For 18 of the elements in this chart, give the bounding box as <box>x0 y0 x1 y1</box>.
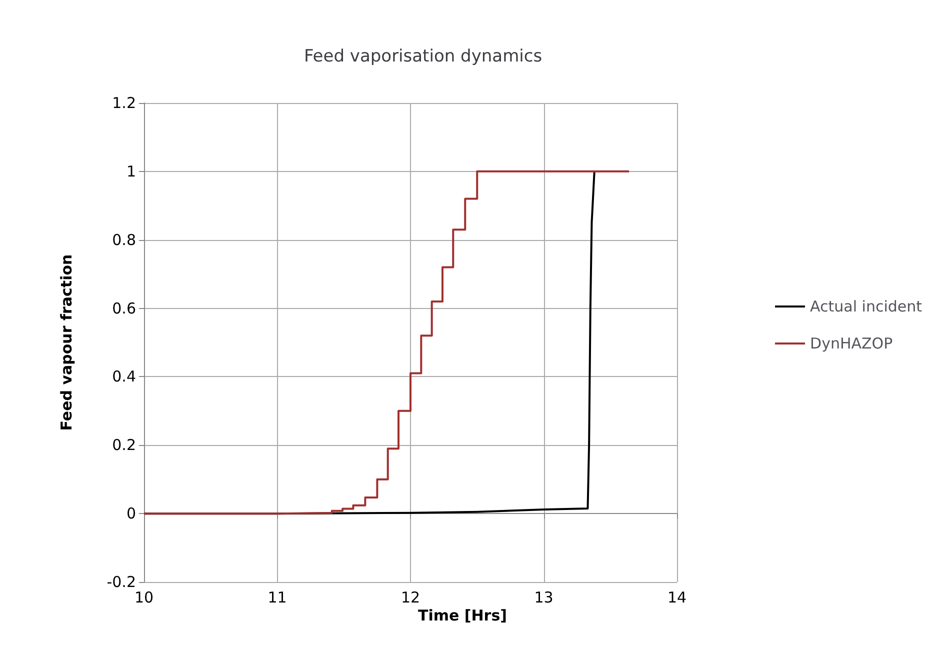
x-tick-label: 12 <box>400 588 420 606</box>
y-tick-label: 0.6 <box>112 299 136 318</box>
x-axis-title: Time [Hrs] <box>418 606 507 624</box>
y-tick-label: 0.2 <box>112 436 136 454</box>
y-tick-label: 0.4 <box>112 368 136 386</box>
x-tick-label: 10 <box>134 588 154 606</box>
x-tick-label: 11 <box>268 588 287 606</box>
legend-label: Actual incident <box>810 298 922 316</box>
chart-title: Feed vaporisation dynamics <box>304 46 542 66</box>
y-axis-title: Feed vapour fraction <box>58 254 76 431</box>
y-tick-label: 0.8 <box>112 230 136 249</box>
y-tick-label: 1.2 <box>112 94 136 112</box>
y-tick-label: -0.2 <box>106 573 136 591</box>
y-tick-label: 1 <box>126 162 136 180</box>
y-tick-label: 0 <box>126 504 136 523</box>
x-tick-label: 14 <box>667 588 687 606</box>
x-tick-label: 13 <box>534 588 554 606</box>
legend-label: DynHAZOP <box>810 334 893 352</box>
